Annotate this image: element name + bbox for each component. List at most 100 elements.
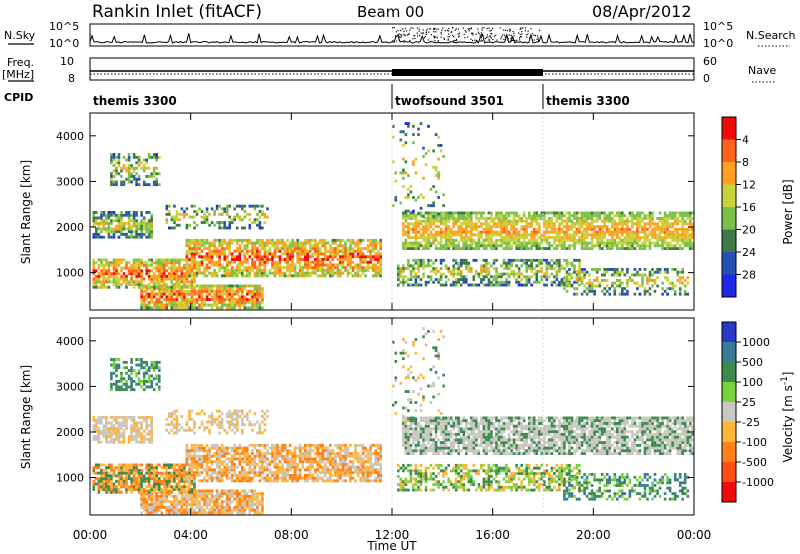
- heatmap-cell: [568, 217, 571, 220]
- heatmap-cell: [429, 225, 433, 229]
- heatmap-cell: [152, 274, 156, 278]
- noise-search-point: [518, 32, 520, 34]
- heatmap-cell: [155, 158, 158, 162]
- heatmap-cell: [558, 238, 561, 242]
- heatmap-cell: [100, 482, 103, 486]
- heatmap-cell: [678, 219, 682, 223]
- heatmap-cell: [603, 279, 606, 282]
- heatmap-cell: [427, 149, 430, 153]
- heatmap-cell: [185, 241, 189, 245]
- heatmap-cell: [678, 238, 682, 242]
- heatmap-cell: [183, 277, 186, 281]
- heatmap-cell: [125, 471, 128, 475]
- heatmap-cell: [510, 233, 513, 237]
- heatmap-cell: [147, 222, 151, 225]
- heatmap-cell: [600, 225, 604, 229]
- heatmap-cell: [142, 508, 146, 512]
- heatmap-cell: [407, 278, 410, 281]
- heatmap-cell: [158, 274, 161, 278]
- heatmap-cell: [399, 275, 403, 279]
- heatmap-cell: [107, 213, 111, 217]
- heatmap-cell: [183, 300, 186, 304]
- heatmap-cell: [661, 217, 664, 220]
- heatmap-cell: [651, 241, 654, 245]
- heatmap-cell: [485, 267, 488, 270]
- heatmap-cell: [329, 260, 332, 264]
- heatmap-cell: [183, 283, 186, 286]
- heatmap-cell: [92, 263, 96, 267]
- heatmap-cell: [603, 233, 606, 237]
- heatmap-cell: [163, 263, 166, 267]
- heatmap-cell: [95, 429, 98, 433]
- heatmap-cell: [95, 427, 98, 430]
- heatmap-cell: [359, 266, 362, 270]
- heatmap-cell: [195, 263, 199, 267]
- heatmap-cell: [447, 244, 450, 248]
- heatmap-cell: [95, 280, 98, 284]
- heatmap-cell: [424, 230, 428, 234]
- heatmap-cell: [616, 233, 619, 237]
- heatmap-cell: [95, 277, 98, 281]
- heatmap-cell: [246, 244, 249, 248]
- cpid-segment-label: themis 3300: [93, 94, 177, 108]
- heatmap-cell: [115, 283, 118, 286]
- noise-search-point: [440, 33, 442, 35]
- heatmap-cell: [442, 204, 445, 208]
- heatmap-cell: [180, 289, 184, 293]
- heatmap-cell: [407, 222, 410, 226]
- heatmap-cell: [573, 264, 576, 268]
- heatmap-cell: [112, 485, 116, 489]
- heatmap-cell: [137, 274, 141, 278]
- noise-search-point: [526, 36, 528, 38]
- heatmap-cell: [225, 492, 229, 496]
- heatmap-cell: [495, 267, 498, 270]
- heatmap-cell: [626, 270, 629, 274]
- heatmap-cell: [628, 230, 632, 234]
- heatmap-cell: [485, 283, 488, 287]
- heatmap-cell: [583, 284, 586, 288]
- heatmap-cell: [626, 247, 629, 250]
- noise-search-point: [537, 37, 539, 39]
- heatmap-cell: [246, 238, 249, 242]
- heatmap-cell: [180, 508, 184, 512]
- heatmap-cell: [263, 247, 267, 250]
- heatmap-cell: [457, 211, 460, 215]
- heatmap-cell: [160, 300, 164, 304]
- heatmap-cell: [105, 474, 108, 478]
- heatmap-cell: [286, 244, 289, 248]
- heatmap-cell: [555, 219, 559, 223]
- heatmap-cell: [158, 303, 161, 307]
- heatmap-cell: [429, 244, 433, 248]
- heatmap-cell: [472, 233, 476, 237]
- heatmap-cell: [349, 238, 352, 242]
- heatmap-cell: [150, 155, 153, 159]
- heatmap-cell: [210, 241, 214, 245]
- heatmap-cell: [225, 295, 229, 299]
- noise-search-point: [486, 34, 488, 36]
- heatmap-cell: [681, 227, 684, 231]
- heatmap-cell: [628, 244, 632, 248]
- heatmap-cell: [228, 284, 231, 288]
- heatmap-cell: [92, 485, 96, 489]
- heatmap-cell: [442, 193, 445, 197]
- heatmap-cell: [530, 275, 533, 279]
- heatmap-cell: [613, 225, 617, 229]
- heatmap-cell: [298, 260, 302, 264]
- heatmap-cell: [608, 244, 611, 248]
- heatmap-cell: [648, 247, 652, 250]
- heatmap-cell: [500, 233, 503, 237]
- heatmap-cell: [492, 230, 496, 234]
- heatmap-cell: [132, 153, 136, 156]
- heatmap-cell: [241, 241, 244, 245]
- heatmap-cell: [598, 244, 601, 248]
- heatmap-cell: [293, 249, 297, 253]
- heatmap-cell: [618, 211, 622, 215]
- heatmap-cell: [173, 289, 176, 293]
- heatmap-cell: [437, 269, 440, 273]
- heatmap-cell: [293, 241, 297, 245]
- heatmap-cell: [605, 268, 609, 271]
- heatmap-cell: [583, 238, 586, 242]
- heatmap-cell: [550, 230, 554, 234]
- heatmap-cell: [225, 289, 229, 293]
- heatmap-cell: [256, 269, 259, 272]
